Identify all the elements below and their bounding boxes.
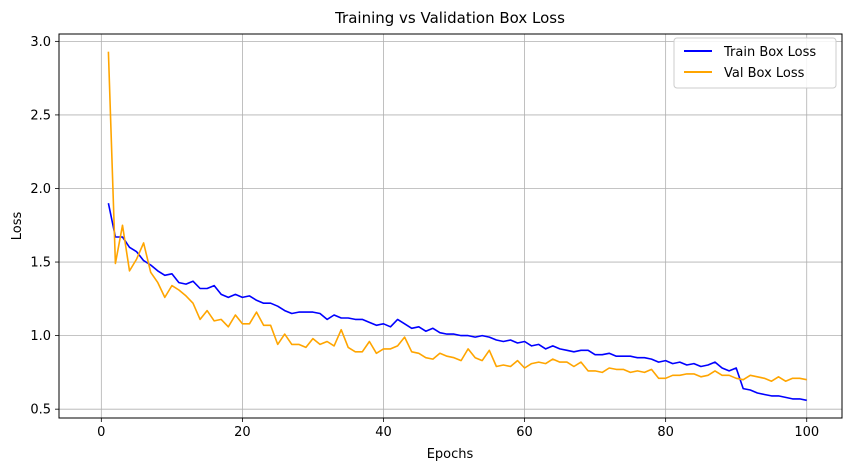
y-axis-label: Loss <box>10 212 25 241</box>
series-lines <box>107 51 807 402</box>
y-tick-label: 2.5 <box>30 108 51 123</box>
y-tick-label: 2.0 <box>30 182 51 197</box>
y-tick-label: 1.0 <box>30 329 51 344</box>
legend-box <box>673 37 837 89</box>
x-tick-label: 100 <box>794 425 819 440</box>
x-axis: 0 20 40 60 80 100 <box>97 418 819 440</box>
legend-label-val: Val Box Loss <box>724 66 805 81</box>
x-tick-label: 0 <box>97 425 105 440</box>
train-box-loss-line <box>107 203 807 402</box>
x-tick-label: 60 <box>516 425 533 440</box>
grid <box>59 34 842 418</box>
x-tick-label: 40 <box>375 425 392 440</box>
chart-title: Training vs Validation Box Loss <box>334 9 565 27</box>
x-tick-label: 80 <box>657 425 674 440</box>
y-tick-label: 0.5 <box>30 403 51 418</box>
legend-label-train: Train Box Loss <box>723 45 816 60</box>
x-axis-label: Epochs <box>427 447 474 462</box>
val-box-loss-line <box>107 51 807 383</box>
y-tick-label: 3.0 <box>30 35 51 50</box>
y-axis: 0.5 1.0 1.5 2.0 2.5 3.0 <box>30 35 59 418</box>
x-tick-label: 20 <box>234 425 251 440</box>
y-tick-label: 1.5 <box>30 256 51 271</box>
plot-frame <box>58 33 843 419</box>
legend: Train Box Loss Val Box Loss <box>673 37 837 89</box>
